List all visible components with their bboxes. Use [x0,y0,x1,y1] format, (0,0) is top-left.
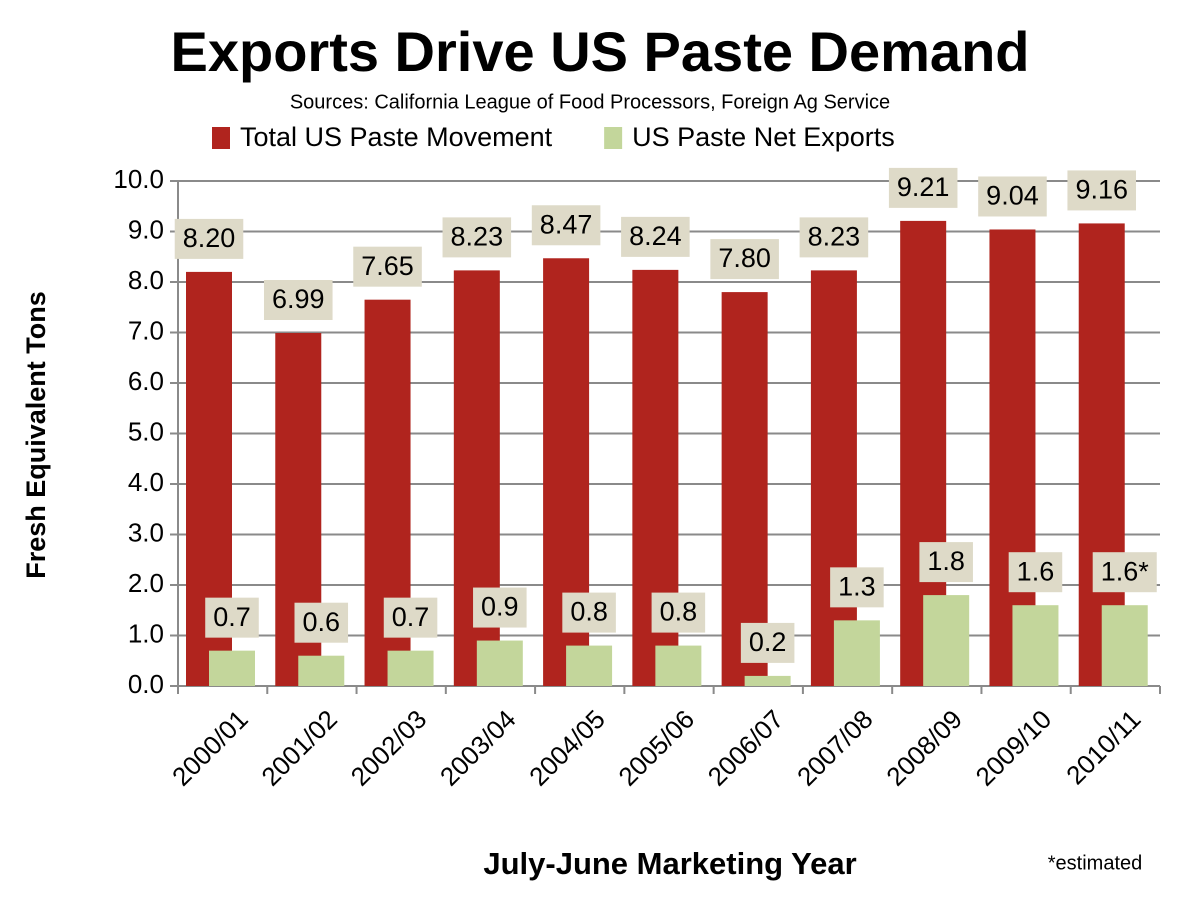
y-tick-label: 0.0 [128,669,164,699]
y-tick-label: 2.0 [128,568,164,598]
x-tick-label: 2009/10 [970,704,1058,792]
x-tick-label: 2010/11 [1060,704,1146,790]
label-box [263,280,333,321]
bar [387,650,434,686]
label-box [710,239,779,280]
bar [744,675,791,686]
x-tick-label: 2002/03 [345,704,433,792]
bar [298,655,345,686]
bar [209,650,255,686]
data-label: 6.99 [272,284,325,314]
y-tick-label: 10.0 [113,164,164,194]
label-box [1008,552,1063,593]
x-tick-label: 2000/01 [166,704,254,792]
data-label: 9.16 [1075,175,1128,205]
x-tick-label: 2001/02 [255,704,343,792]
bar [655,645,702,686]
data-label: 8.20 [183,223,236,253]
x-tick-label: 2003/04 [434,704,522,792]
label-box [799,217,869,258]
label-box [473,587,527,628]
label-box [621,216,690,257]
label-box [888,167,958,208]
data-label: 8.24 [629,221,682,251]
label-box [174,218,244,259]
x-axis-title: July-June Marketing Year [483,846,856,881]
y-tick-label: 1.0 [128,618,164,648]
y-tick-label: 5.0 [128,416,164,446]
label-box [442,217,512,258]
chart-title: Exports Drive US Paste Demand [171,20,1030,83]
data-label: 1.6* [1101,556,1150,586]
y-tick-label: 9.0 [128,214,164,244]
legend-swatch [604,127,623,149]
label-box [830,567,884,608]
bar [810,270,857,686]
y-tick-label: 4.0 [128,467,164,497]
data-label: 1.8 [927,546,965,576]
label-box [919,542,973,583]
y-tick-label: 6.0 [128,366,164,396]
label-box [353,246,422,287]
data-label: 9.21 [897,172,950,202]
label-box [531,205,601,246]
label-box [383,597,438,638]
bar [476,640,523,686]
x-tick-label: 2005/06 [612,704,700,792]
legend-label: US Paste Net Exports [632,122,895,152]
data-label: 0.6 [302,607,340,637]
data-label: 1.6 [1017,556,1055,586]
y-tick-label: 8.0 [128,265,164,295]
data-label: 7.65 [361,251,414,281]
label-box [978,176,1047,217]
bar [721,292,768,686]
data-label: 9.04 [986,181,1039,211]
data-label: 8.23 [451,222,504,252]
x-tick-label: 2007/08 [791,704,879,792]
y-tick-label: 3.0 [128,517,164,547]
footnote: *estimated [1048,852,1143,874]
data-label: 0.2 [749,627,787,657]
label-box [1092,552,1157,593]
data-label: 0.9 [481,592,519,622]
label-box [205,597,259,638]
legend-label: Total US Paste Movement [240,122,553,152]
data-label: 0.8 [660,597,698,627]
data-label: 8.47 [540,209,593,239]
data-label: 0.8 [570,597,608,627]
chart-subtitle: Sources: California League of Food Proce… [290,91,890,113]
x-tick-label: 2004/05 [523,704,611,792]
bar [566,645,613,686]
bar [1101,605,1148,686]
bar [923,595,970,686]
data-label: 0.7 [392,602,430,632]
data-label: 1.3 [838,571,876,601]
label-box [740,622,795,663]
data-label: 7.80 [718,243,771,273]
data-label: 8.23 [808,222,861,252]
label-box [1067,170,1137,211]
bar [1012,605,1059,686]
bar [833,620,880,686]
label-box [562,592,616,633]
label-box [651,592,706,633]
x-tick-label: 2006/07 [702,704,790,792]
data-label: 0.7 [213,602,251,632]
y-axis-title: Fresh Equivalent Tons [21,291,51,579]
x-tick-label: 2008/09 [880,704,968,792]
y-tick-label: 7.0 [128,315,164,345]
label-box [294,602,349,643]
legend-swatch [212,127,230,149]
